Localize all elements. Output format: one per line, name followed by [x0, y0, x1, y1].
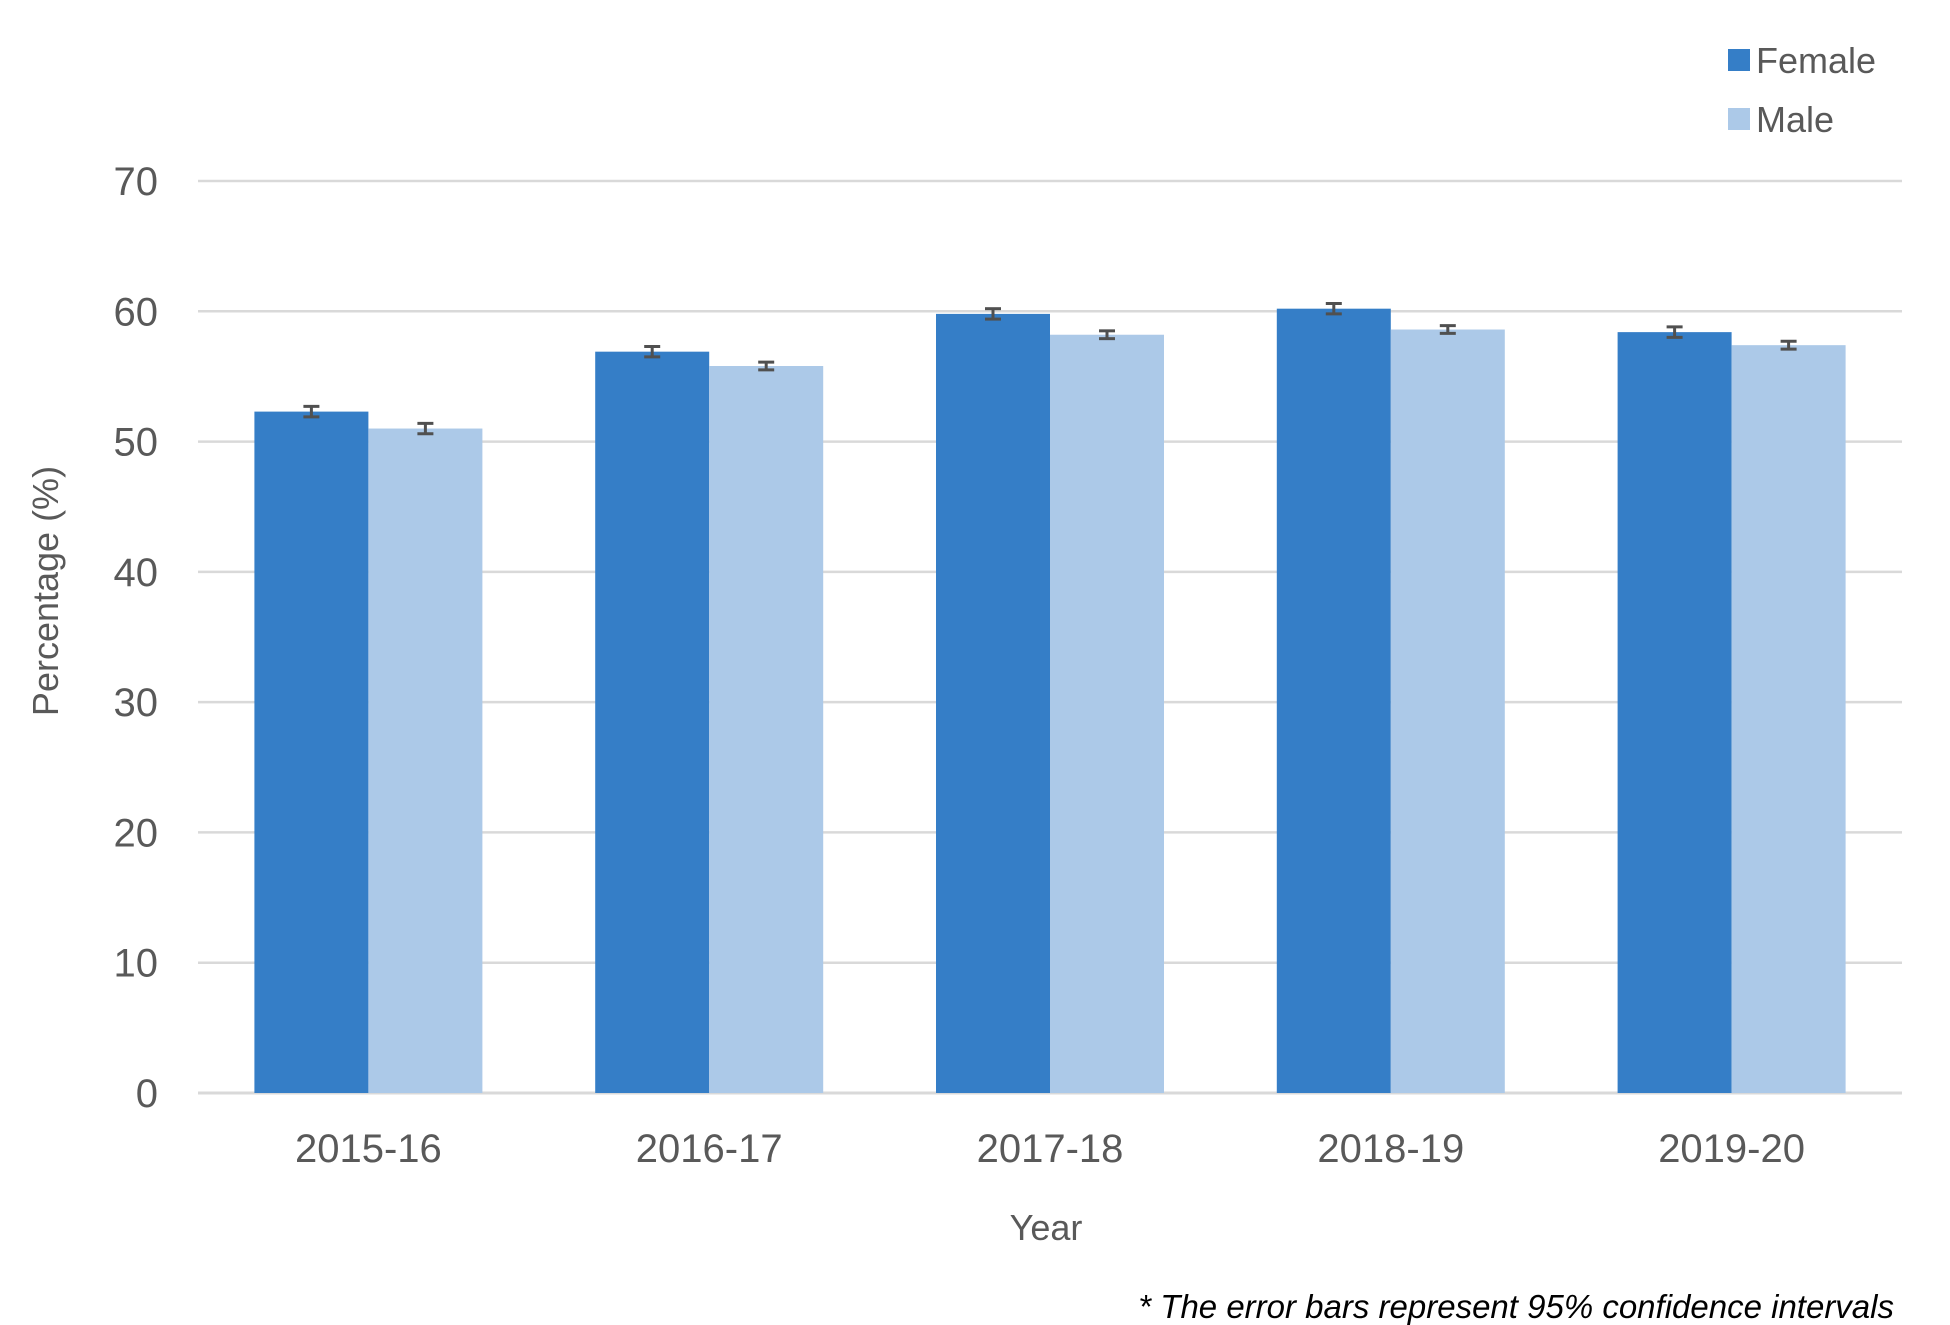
bar-male-2015-16: [368, 428, 483, 1093]
bar-male-2016-17: [709, 366, 824, 1093]
legend-swatch: [1728, 108, 1750, 130]
y-tick-label: 20: [114, 811, 159, 855]
x-tick-label: 2018-19: [1317, 1127, 1464, 1171]
error-bars: [303, 301, 1797, 436]
y-axis-ticks: 0 10 20 30 40 50 60 70: [114, 160, 159, 1116]
y-tick-label: 70: [114, 160, 159, 204]
bar-female-2018-19: [1276, 308, 1391, 1093]
bar-male-2017-18: [1050, 334, 1164, 1093]
x-axis-title: Year: [1010, 1207, 1083, 1248]
y-tick-label: 30: [114, 681, 159, 725]
y-tick-label: 10: [114, 942, 159, 986]
footnote: * The error bars represent 95% confidenc…: [1138, 1288, 1894, 1325]
x-tick-label: 2017-18: [977, 1127, 1124, 1171]
x-tick-label: 2015-16: [295, 1127, 442, 1171]
error-bar-male-2017-18: [1099, 329, 1115, 341]
bar-male-2018-19: [1390, 329, 1505, 1093]
error-bar-male-2015-16: [417, 421, 434, 436]
y-tick-label: 0: [136, 1072, 158, 1116]
bar-female-2015-16: [254, 411, 369, 1093]
x-tick-label: 2019-20: [1658, 1127, 1805, 1171]
bar-male-2019-20: [1731, 345, 1846, 1093]
legend: Female Male: [1728, 40, 1876, 140]
bar-female-2019-20: [1617, 332, 1732, 1093]
bars: [254, 308, 1846, 1093]
error-bar-female-2018-19: [1325, 301, 1342, 316]
bar-female-2016-17: [595, 351, 710, 1093]
y-tick-label: 60: [114, 290, 159, 334]
error-bar-male-2016-17: [758, 360, 775, 372]
legend-swatch: [1728, 49, 1750, 71]
x-tick-label: 2016-17: [636, 1127, 783, 1171]
legend-label: Female: [1756, 40, 1876, 81]
error-bar-male-2018-19: [1439, 324, 1456, 335]
y-axis-title: Percentage (%): [25, 466, 66, 716]
y-tick-label: 50: [114, 421, 159, 465]
error-bar-female-2016-17: [644, 344, 661, 359]
bar-female-2017-18: [936, 313, 1050, 1093]
legend-item-male: Male: [1728, 99, 1834, 140]
legend-item-female: Female: [1728, 40, 1876, 81]
error-bar-female-2017-18: [985, 307, 1001, 321]
error-bar-female-2019-20: [1666, 325, 1683, 339]
error-bar-male-2019-20: [1780, 339, 1797, 351]
legend-label: Male: [1756, 99, 1834, 140]
y-tick-label: 40: [114, 551, 159, 595]
error-bar-female-2015-16: [303, 404, 320, 419]
x-axis-ticks: 2015-16 2016-17 2017-18 2018-19 2019-20: [295, 1127, 1805, 1171]
